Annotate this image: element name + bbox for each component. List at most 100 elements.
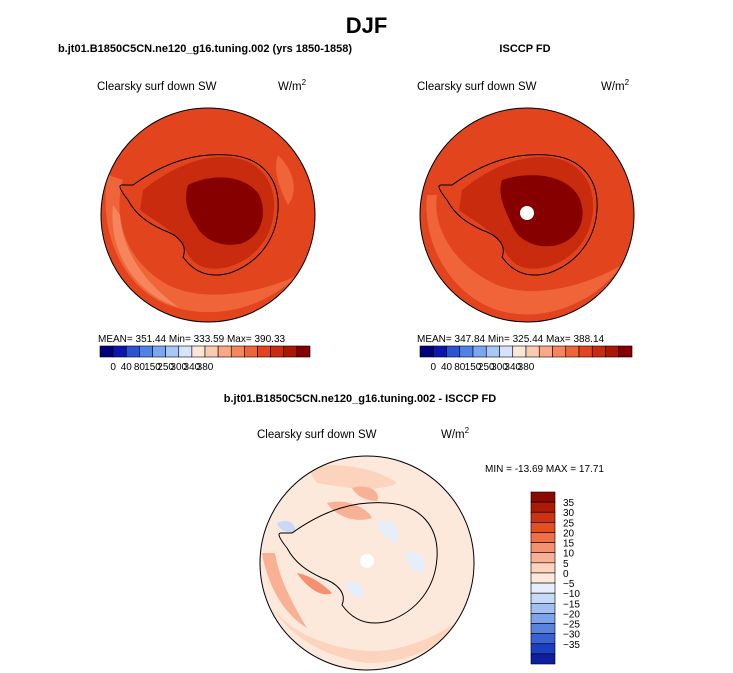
difference-map: Clearsky surf down SW W/m2	[257, 426, 475, 671]
left-map-field	[101, 108, 315, 322]
diff-colorbar-tick-label: −35	[563, 640, 580, 651]
left-colorbar-swatch	[99, 345, 114, 358]
right-colorbar-tick-label: 0	[430, 362, 436, 373]
left-colorbar-tick-label: 150	[144, 362, 161, 373]
right-colorbar-swatch	[618, 345, 633, 358]
diff-colorbar-swatch	[530, 542, 556, 554]
left-colorbar-swatch	[296, 345, 311, 358]
left-colorbar-tick-label: 250	[157, 362, 174, 373]
diff-colorbar-tick-label: −15	[563, 599, 580, 610]
diff-colorbar-swatch	[530, 511, 556, 523]
diff-colorbar-swatch	[530, 613, 556, 624]
left-colorbar-swatch	[191, 345, 206, 358]
right-colorbar-swatch	[538, 345, 553, 358]
diff-colorbar-tick-label: −10	[563, 589, 580, 600]
right-colorbar-swatch	[565, 345, 580, 358]
right-colorbar-swatch	[525, 345, 540, 358]
right-colorbar-swatch	[446, 345, 461, 358]
page-title: DJF	[345, 13, 388, 38]
right-colorbar-swatch	[485, 345, 500, 358]
left-colorbar-swatch	[217, 345, 232, 358]
right-map-field	[420, 108, 634, 322]
diff-stats: MIN = -13.69 MAX = 17.71	[485, 464, 604, 475]
diff-colorbar-swatch	[530, 572, 556, 584]
diff-colorbar-swatch	[530, 562, 556, 574]
right-variable-label: Clearsky surf down SW	[417, 81, 537, 93]
diff-map-missing-data	[360, 554, 374, 568]
right-colorbar-tick-label: 340	[504, 362, 521, 373]
diff-colorbar-swatch	[530, 653, 556, 665]
left-colorbar-swatch	[283, 345, 298, 358]
diff-colorbar-tick-label: −25	[563, 620, 580, 631]
right-colorbar-tick-label: 250	[478, 362, 495, 373]
diff-colorbar-swatch	[530, 522, 556, 533]
left-colorbar-swatch	[204, 345, 219, 358]
diff-colorbar-tick-label: 35	[563, 498, 575, 509]
left-colorbar-swatch	[257, 345, 271, 358]
left-colorbar-swatch	[244, 345, 258, 358]
left-colorbar-swatch	[152, 345, 166, 358]
left-panel-title: b.jt01.B1850C5CN.ne120_g16.tuning.002 (y…	[57, 43, 353, 55]
left-colorbar-swatch	[139, 345, 153, 358]
diff-colorbar-tick-label: 0	[563, 569, 569, 580]
diff-panel-title: b.jt01.B1850C5CN.ne120_g16.tuning.002 - …	[223, 393, 497, 405]
right-colorbar-swatch	[459, 345, 474, 358]
right-colorbar-swatch	[472, 345, 487, 358]
diff-colorbar-tick-label: 10	[563, 549, 575, 560]
diff-colorbar-tick-label: 20	[563, 528, 575, 539]
right-colorbar-swatch	[552, 345, 567, 358]
diff-colorbar-swatch	[530, 491, 556, 503]
right-stats: MEAN= 347.84 Min= 325.44 Max= 388.14	[417, 334, 605, 345]
left-colorbar-tick-label: 80	[134, 362, 146, 373]
diff-colorbar-tick-label: 25	[563, 518, 575, 529]
right-colorbar-swatch	[419, 345, 434, 358]
left-colorbar-tick-label: 0	[110, 362, 116, 373]
left-map: Clearsky surf down SW W/m2	[97, 78, 316, 323]
right-colorbar-swatch	[512, 345, 527, 358]
diff-colorbar-tick-label: −5	[563, 579, 575, 590]
left-colorbar-tick-label: 380	[197, 362, 214, 373]
right-panel-title: ISCCP FD	[499, 43, 551, 55]
diff-colorbar-swatch	[530, 552, 556, 564]
left-colorbar-tick-label: 340	[184, 362, 201, 373]
diff-colorbar-tick-label: 15	[563, 539, 575, 550]
diff-variable-label: Clearsky surf down SW	[257, 429, 377, 441]
left-colorbar-swatch	[230, 345, 245, 358]
diff-colorbar-swatch	[530, 602, 556, 614]
diff-units-label: W/m2	[441, 426, 470, 441]
right-colorbar-swatch	[432, 345, 447, 358]
right-colorbar-swatch	[591, 345, 606, 358]
right-colorbar-tick-label: 380	[518, 362, 535, 373]
diff-map-field	[260, 456, 474, 670]
diff-colorbar-tick-label: 30	[563, 508, 575, 519]
diff-colorbar-tick-label: −30	[563, 630, 580, 641]
left-colorbar-swatch	[165, 345, 180, 358]
diff-colorbar-tick-label: 5	[563, 559, 569, 570]
left-colorbar-swatch	[178, 345, 193, 358]
right-units-label: W/m2	[601, 78, 630, 93]
left-colorbar-tick-label: 300	[170, 362, 187, 373]
diff-colorbar-tick-label: −20	[563, 609, 580, 620]
right-colorbar-tick-label: 80	[454, 362, 466, 373]
left-colorbar-swatch	[112, 345, 127, 358]
right-colorbar-tick-label: 300	[491, 362, 508, 373]
diff-colorbar-swatch	[530, 501, 556, 513]
left-stats: MEAN= 351.44 Min= 333.59 Max= 390.33	[98, 334, 286, 345]
diff-colorbar-swatch	[530, 633, 556, 645]
right-colorbar-swatch	[578, 345, 593, 358]
right-map-missing-data	[520, 206, 534, 220]
right-colorbar-tick-label: 40	[441, 362, 453, 373]
left-variable-label: Clearsky surf down SW	[97, 81, 217, 93]
diff-colorbar-swatch	[530, 643, 556, 655]
right-map: Clearsky surf down SW W/m2	[417, 78, 635, 323]
right-colorbar-swatch	[605, 345, 620, 358]
left-colorbar-tick-label: 40	[121, 362, 133, 373]
right-colorbar-tick-label: 150	[465, 362, 482, 373]
diff-colorbar-swatch	[530, 623, 556, 634]
diff-colorbar-swatch	[530, 592, 556, 604]
left-colorbar-swatch	[125, 345, 140, 358]
